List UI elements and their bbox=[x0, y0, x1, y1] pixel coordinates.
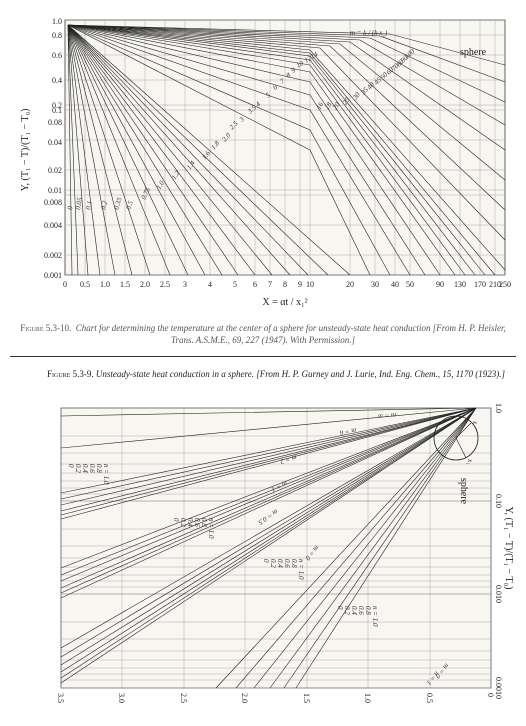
svg-text:0: 0 bbox=[172, 518, 180, 522]
svg-text:8: 8 bbox=[283, 280, 287, 289]
svg-text:0.002: 0.002 bbox=[44, 251, 62, 260]
svg-text:2.5: 2.5 bbox=[179, 693, 188, 703]
x-tick-labels-2: 0 0.5 1.0 1.5 2.0 2.5 3.0 3.5 bbox=[56, 693, 495, 703]
svg-text:90: 90 bbox=[436, 280, 444, 289]
caption-fignum: Figure 5.3-10. bbox=[20, 323, 71, 333]
svg-text:0.02: 0.02 bbox=[48, 166, 62, 175]
svg-text:7: 7 bbox=[268, 280, 272, 289]
svg-text:0.10: 0.10 bbox=[494, 494, 503, 508]
svg-text:0: 0 bbox=[336, 606, 344, 610]
y-axis-label-2: Y, (T₁ − T)/(T₁ − T₀) bbox=[503, 507, 514, 590]
x-tick-labels: 0 0.5 1.0 1.5 2.0 2.5 3 4 5 6 7 8 9 10 2… bbox=[63, 280, 511, 289]
svg-text:30: 30 bbox=[371, 280, 379, 289]
svg-text:1.5: 1.5 bbox=[302, 693, 311, 703]
svg-text:130: 130 bbox=[454, 280, 466, 289]
svg-text:0.001: 0.001 bbox=[44, 271, 62, 280]
svg-text:Figure 5.3-9. Unsteady: Figure 5.3-9. Unsteady-state heat conduc… bbox=[47, 369, 506, 379]
svg-text:0.6: 0.6 bbox=[52, 51, 62, 60]
svg-text:0.5: 0.5 bbox=[80, 280, 90, 289]
svg-text:170: 170 bbox=[474, 280, 486, 289]
svg-text:1.0: 1.0 bbox=[100, 280, 110, 289]
gurney-caption-rotated: Figure 5.3-9. Unsteady-state heat conduc… bbox=[47, 369, 506, 379]
svg-text:40: 40 bbox=[391, 280, 399, 289]
sphere-label-2: sphere bbox=[458, 478, 469, 505]
svg-text:3.5: 3.5 bbox=[56, 693, 65, 703]
svg-text:1.5: 1.5 bbox=[120, 280, 130, 289]
svg-text:1.0: 1.0 bbox=[363, 693, 372, 703]
svg-text:250: 250 bbox=[499, 280, 511, 289]
m-equation-label: m = k / (h x₁) bbox=[350, 29, 388, 37]
heisler-caption: Figure 5.3-10. Chart for determining the… bbox=[10, 323, 516, 346]
svg-text:m = ∞: m = ∞ bbox=[378, 411, 397, 420]
svg-text:0.01: 0.01 bbox=[48, 186, 62, 195]
y-tick-labels-2: 1.0 0.10 0.010 0.0010 bbox=[494, 403, 503, 699]
svg-text:0.004: 0.004 bbox=[44, 221, 62, 230]
svg-text:6: 6 bbox=[253, 280, 257, 289]
svg-text:2.5: 2.5 bbox=[160, 280, 170, 289]
svg-text:0.8: 0.8 bbox=[52, 31, 62, 40]
svg-text:10: 10 bbox=[306, 280, 314, 289]
svg-text:0.5: 0.5 bbox=[425, 693, 434, 703]
gurney-chart-container: x₁ x sphere 1.0 0.10 0.010 0.0010 0 0.5 … bbox=[10, 356, 516, 708]
svg-text:0.010: 0.010 bbox=[494, 585, 503, 603]
svg-text:0: 0 bbox=[262, 559, 270, 563]
heisler-chart-container: m = k / (h x₁) sphere 0 0.05 0.1 0.2 0.3… bbox=[10, 10, 516, 315]
heisler-chart-svg: m = k / (h x₁) sphere 0 0.05 0.1 0.2 0.3… bbox=[10, 10, 516, 310]
svg-text:0.008: 0.008 bbox=[44, 198, 62, 207]
y-axis-label: Y, (T₁ − T)/(T₁ − T₀) bbox=[20, 109, 31, 192]
svg-text:0.08: 0.08 bbox=[48, 118, 62, 127]
svg-text:1.0: 1.0 bbox=[494, 403, 503, 413]
gurney-chart-svg: x₁ x sphere 1.0 0.10 0.010 0.0010 0 0.5 … bbox=[10, 363, 516, 703]
plot-area-2 bbox=[61, 408, 491, 688]
sphere-label: sphere bbox=[460, 47, 487, 58]
svg-text:4: 4 bbox=[208, 280, 212, 289]
caption-text: Chart for determining the temperature at… bbox=[76, 323, 506, 345]
svg-text:50: 50 bbox=[406, 280, 414, 289]
svg-text:x₁: x₁ bbox=[466, 458, 474, 465]
svg-text:9: 9 bbox=[298, 280, 302, 289]
svg-text:0.1: 0.1 bbox=[52, 106, 62, 115]
svg-text:3.0: 3.0 bbox=[117, 693, 126, 703]
svg-text:0: 0 bbox=[67, 464, 75, 468]
svg-text:0: 0 bbox=[486, 693, 495, 697]
svg-text:5: 5 bbox=[233, 280, 237, 289]
y-tick-labels: 1.0 0.8 0.6 0.4 0.2 0.1 0.08 0.04 0.02 0… bbox=[44, 17, 62, 280]
svg-text:3: 3 bbox=[183, 280, 187, 289]
svg-text:20: 20 bbox=[346, 280, 354, 289]
svg-text:0: 0 bbox=[63, 280, 67, 289]
svg-text:2.0: 2.0 bbox=[140, 280, 150, 289]
x-axis-label: X = αt / x₁² bbox=[262, 297, 307, 308]
svg-text:0.4: 0.4 bbox=[52, 76, 62, 85]
svg-text:0.04: 0.04 bbox=[48, 138, 62, 147]
svg-text:1.0: 1.0 bbox=[52, 17, 62, 26]
svg-text:2.0: 2.0 bbox=[240, 693, 249, 703]
